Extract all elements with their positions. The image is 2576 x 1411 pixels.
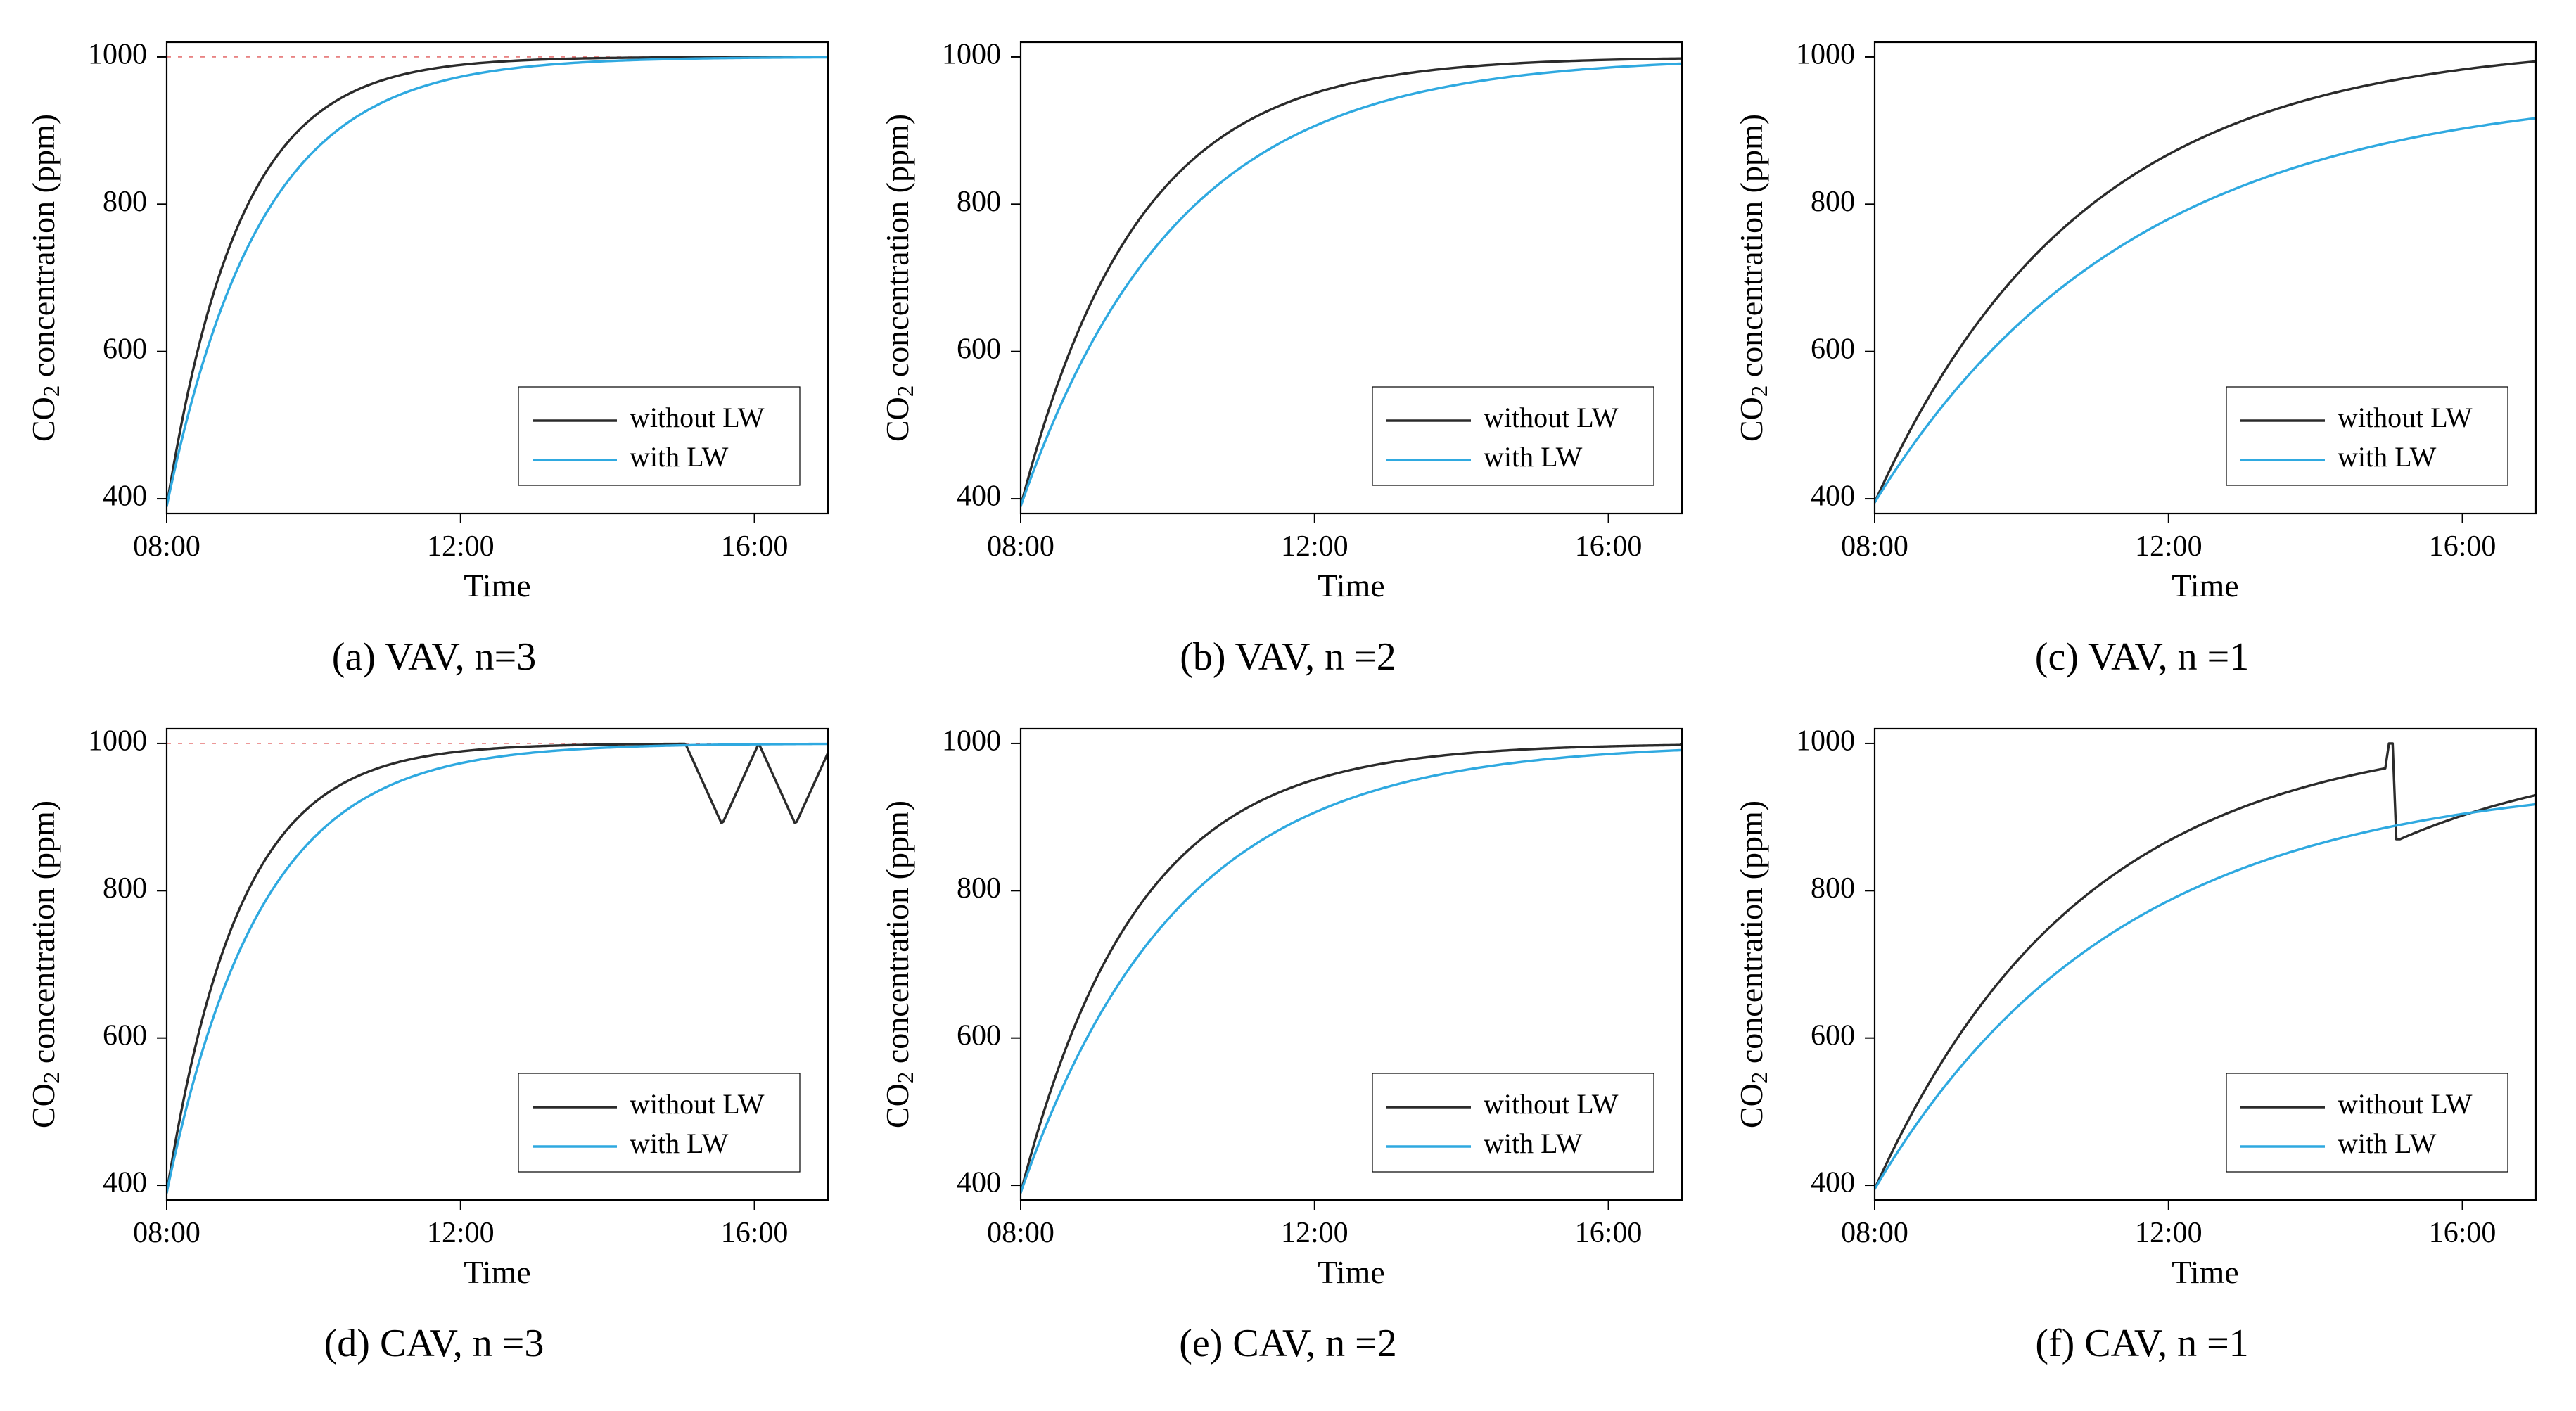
chart-b: 400 600 800 1000 08:00 12:00 16:00 Time CO2 conc…	[866, 7, 1710, 626]
x-axis-label: Time	[1318, 1254, 1384, 1290]
y-axis-label: CO2 concentration (ppm)	[25, 114, 65, 442]
x-axis-label: Time	[2172, 1254, 2238, 1290]
panel-caption-b: (b) VAV, n =2	[1180, 634, 1396, 679]
x-tick-label: 12:00	[2135, 530, 2202, 563]
chart-d: 400 600 800 1000 08:00 12:00 16:00 Time CO2 conc…	[12, 694, 856, 1313]
x-tick-label: 16:00	[721, 1217, 789, 1249]
y-axis-label: CO2 concentration (ppm)	[879, 114, 919, 442]
y-tick-label: 800	[1811, 186, 1855, 218]
panel-c: 400 600 800 1000 08:00 12:00 16:00 Time CO2 conc…	[1715, 7, 2569, 694]
y-axis-label: CO2 concentration (ppm)	[1733, 114, 1773, 442]
x-tick-label: 08:00	[1841, 1217, 1908, 1249]
y-tick-label: 1000	[88, 725, 147, 758]
y-tick-label: 600	[957, 333, 1001, 365]
panel-caption-f: (f) CAV, n =1	[2035, 1321, 2248, 1366]
figure-grid: 400 600 800 1000 08:00 12:00 16:00 Time CO2 conc…	[0, 0, 2576, 1401]
legend-label: with LW	[1484, 1128, 1583, 1159]
y-tick-label: 600	[103, 1019, 147, 1052]
panel-d: 400 600 800 1000 08:00 12:00 16:00 Time CO2 conc…	[7, 694, 861, 1380]
y-axis-label: CO2 concentration (ppm)	[1733, 800, 1773, 1128]
x-tick-label: 16:00	[1575, 530, 1643, 563]
y-tick-label: 600	[1811, 1019, 1855, 1052]
panel-caption-d: (d) CAV, n =3	[324, 1321, 544, 1366]
x-tick-label: 12:00	[1281, 1217, 1348, 1249]
x-axis-label: Time	[464, 1254, 530, 1290]
panel-b: 400 600 800 1000 08:00 12:00 16:00 Time CO2 conc…	[861, 7, 1715, 694]
panel-caption-c: (c) VAV, n =1	[2035, 634, 2249, 679]
legend-label: with LW	[630, 441, 729, 473]
legend-label: without LW	[1484, 402, 1619, 433]
y-axis-label: CO2 concentration (ppm)	[25, 800, 65, 1128]
y-tick-label: 800	[957, 186, 1001, 218]
chart-e: 400 600 800 1000 08:00 12:00 16:00 Time CO2 conc…	[866, 694, 1710, 1313]
x-axis-label: Time	[1318, 568, 1384, 604]
y-tick-label: 1000	[942, 39, 1001, 71]
y-tick-label: 600	[103, 333, 147, 365]
panel-a: 400 600 800 1000 08:00 12:00 16:00 Time CO2 conc…	[7, 7, 861, 694]
legend-label: with LW	[1484, 441, 1583, 473]
y-tick-label: 800	[957, 872, 1001, 905]
y-tick-label: 1000	[942, 725, 1001, 758]
chart-a: 400 600 800 1000 08:00 12:00 16:00 Time CO2 conc…	[12, 7, 856, 626]
y-tick-label: 400	[1811, 1167, 1855, 1199]
y-tick-label: 600	[1811, 333, 1855, 365]
y-tick-label: 600	[957, 1019, 1001, 1052]
chart-c: 400 600 800 1000 08:00 12:00 16:00 Time CO2 conc…	[1720, 7, 2564, 626]
panel-f: 400 600 800 1000 08:00 12:00 16:00 Time CO2 conc…	[1715, 694, 2569, 1380]
legend-label: with LW	[630, 1128, 729, 1159]
y-tick-label: 400	[957, 480, 1001, 513]
legend-label: with LW	[2338, 1128, 2437, 1159]
legend-label: without LW	[630, 1088, 765, 1120]
y-tick-label: 800	[1811, 872, 1855, 905]
chart-f: 400 600 800 1000 08:00 12:00 16:00 Time CO2 conc…	[1720, 694, 2564, 1313]
legend-label: without LW	[630, 402, 765, 433]
x-tick-label: 08:00	[1841, 530, 1908, 563]
x-tick-label: 08:00	[987, 1217, 1054, 1249]
x-tick-label: 16:00	[721, 530, 789, 563]
legend-label: with LW	[2338, 441, 2437, 473]
x-tick-label: 16:00	[2429, 530, 2497, 563]
x-tick-label: 08:00	[133, 1217, 200, 1249]
x-tick-label: 16:00	[2429, 1217, 2497, 1249]
y-tick-label: 800	[103, 186, 147, 218]
y-tick-label: 1000	[1796, 39, 1855, 71]
x-tick-label: 08:00	[133, 530, 200, 563]
x-tick-label: 16:00	[1575, 1217, 1643, 1249]
y-tick-label: 1000	[1796, 725, 1855, 758]
x-axis-label: Time	[2172, 568, 2238, 604]
y-tick-label: 400	[957, 1167, 1001, 1199]
legend-label: without LW	[2338, 1088, 2473, 1120]
y-axis-label: CO2 concentration (ppm)	[879, 800, 919, 1128]
y-tick-label: 400	[103, 1167, 147, 1199]
x-tick-label: 12:00	[427, 530, 495, 563]
panel-caption-a: (a) VAV, n=3	[332, 634, 536, 679]
y-tick-label: 1000	[88, 39, 147, 71]
y-tick-label: 400	[103, 480, 147, 513]
x-axis-label: Time	[464, 568, 530, 604]
x-tick-label: 12:00	[1281, 530, 1348, 563]
x-tick-label: 12:00	[2135, 1217, 2202, 1249]
y-tick-label: 400	[1811, 480, 1855, 513]
panel-caption-e: (e) CAV, n =2	[1179, 1321, 1397, 1366]
x-tick-label: 12:00	[427, 1217, 495, 1249]
y-tick-label: 800	[103, 872, 147, 905]
panel-e: 400 600 800 1000 08:00 12:00 16:00 Time CO2 conc…	[861, 694, 1715, 1380]
legend-label: without LW	[2338, 402, 2473, 433]
x-tick-label: 08:00	[987, 530, 1054, 563]
legend-label: without LW	[1484, 1088, 1619, 1120]
